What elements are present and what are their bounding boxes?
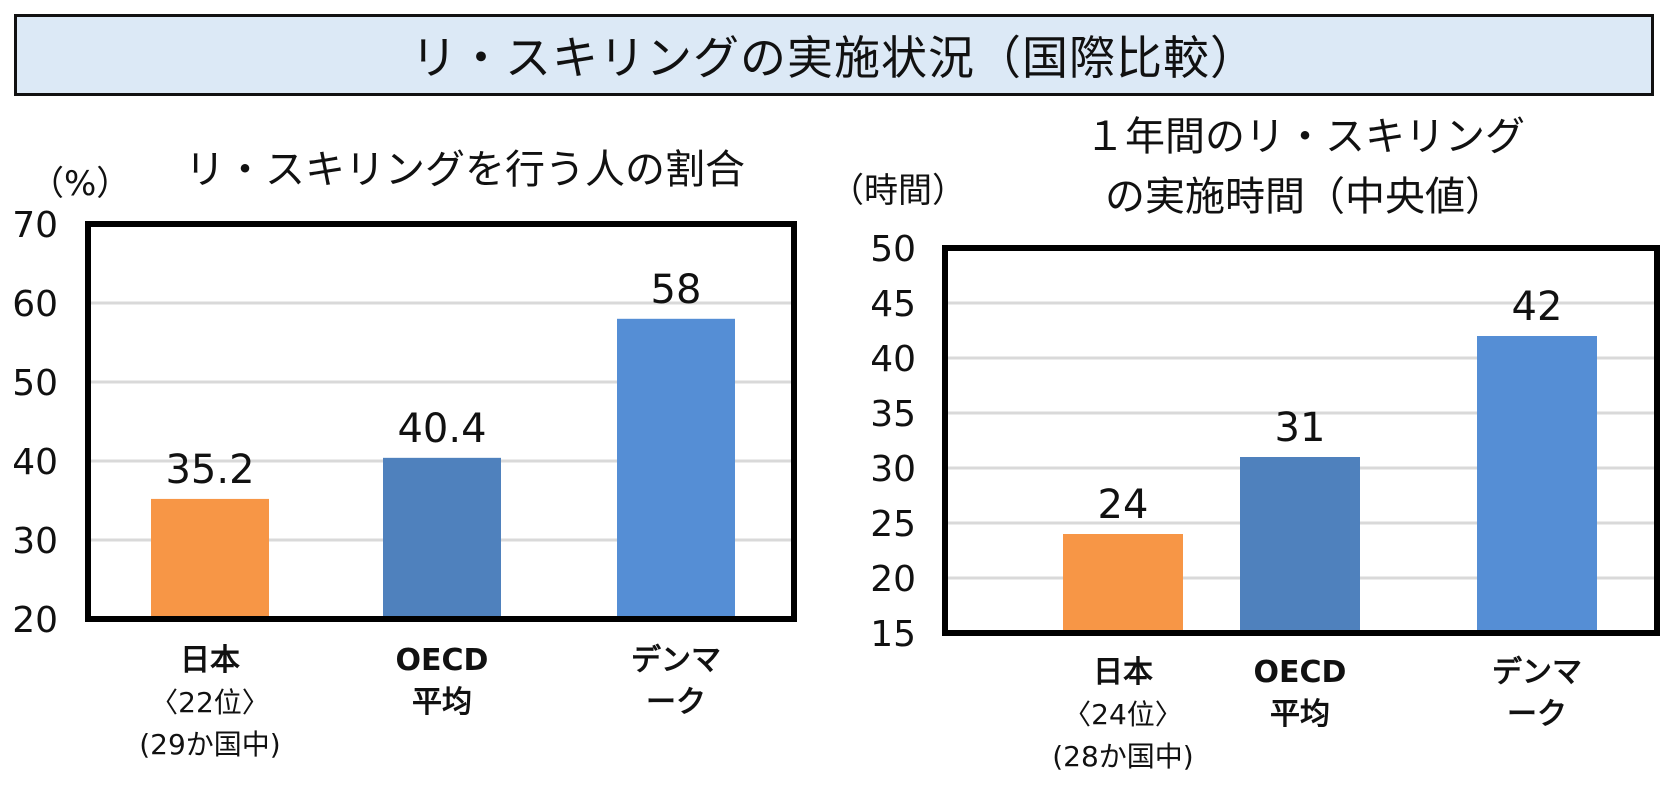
chart-1-y-tick-label: 50 bbox=[12, 363, 58, 404]
chart-2-category-label: デンマ bbox=[1492, 655, 1582, 690]
chart-1-category-label: ーク bbox=[646, 685, 706, 720]
chart-2-y-tick-label: 45 bbox=[870, 284, 916, 325]
chart-2-data-label: 24 bbox=[1098, 482, 1149, 528]
chart-1-category-label: OECD bbox=[396, 643, 489, 678]
chart-1-y-tick-label: 70 bbox=[12, 205, 58, 246]
chart-1-y-tick-label: 20 bbox=[12, 600, 58, 641]
chart-2-y-tick-label: 30 bbox=[870, 449, 916, 490]
chart-1-y-tick-label: 40 bbox=[12, 442, 58, 483]
chart-2-category-sublabel: 〈24位〉 bbox=[1063, 698, 1183, 731]
chart-2-category-sublabel: (28か国中) bbox=[1052, 740, 1193, 773]
chart-1-y-tick-label: 30 bbox=[12, 521, 58, 562]
chart-2-data-label: 31 bbox=[1275, 405, 1326, 451]
chart-1-data-label: 40.4 bbox=[397, 406, 486, 452]
chart-2-y-tick-label: 40 bbox=[870, 339, 916, 380]
chart-1-bar bbox=[151, 498, 269, 619]
chart-2-y-tick-label: 25 bbox=[870, 504, 916, 545]
chart-1-y-unit-label: （%） bbox=[30, 164, 130, 204]
chart-1-category-sublabel: (29か国中) bbox=[139, 728, 280, 761]
chart-2-y-tick-label: 20 bbox=[870, 559, 916, 600]
chart-2-category-label: ーク bbox=[1507, 697, 1567, 732]
chart-1-bar bbox=[617, 318, 735, 619]
chart-2-category-label: OECD bbox=[1254, 655, 1347, 690]
chart-1-y-tick-label: 60 bbox=[12, 284, 58, 325]
chart-1-category-label: デンマ bbox=[631, 643, 721, 678]
chart-1-data-label: 35.2 bbox=[165, 447, 254, 493]
chart-2-plot-frame bbox=[942, 245, 1660, 636]
chart-1-plot-frame bbox=[85, 221, 797, 622]
chart-2-title-line: １年間のリ・スキリング bbox=[1085, 114, 1525, 160]
page-title: リ・スキリングの実施状況（国際比較） bbox=[14, 14, 1654, 96]
chart-1-category-label: 日本 bbox=[180, 643, 240, 678]
chart-2-y-tick-label: 50 bbox=[870, 229, 916, 270]
chart-1-category-label: 平均 bbox=[412, 685, 472, 720]
chart-1-title-line: リ・スキリングを行う人の割合 bbox=[185, 147, 745, 193]
chart-2-title-line: の実施時間（中央値） bbox=[1105, 174, 1505, 220]
chart-1-data-label: 58 bbox=[651, 267, 702, 313]
chart-2-bar bbox=[1063, 534, 1183, 633]
chart-2-y-tick-label: 35 bbox=[870, 394, 916, 435]
chart-2-bar bbox=[1477, 336, 1597, 633]
chart-2-category-label: 日本 bbox=[1093, 655, 1153, 690]
chart-2-category-label: 平均 bbox=[1270, 697, 1330, 732]
chart-2-y-unit-label: （時間） bbox=[830, 171, 966, 211]
chart-2-y-tick-label: 15 bbox=[870, 614, 916, 655]
chart-2-data-label: 42 bbox=[1512, 284, 1563, 330]
chart-2-bar bbox=[1240, 457, 1360, 633]
chart-1-category-sublabel: 〈22位〉 bbox=[150, 686, 270, 719]
chart-1-bar bbox=[383, 457, 501, 619]
